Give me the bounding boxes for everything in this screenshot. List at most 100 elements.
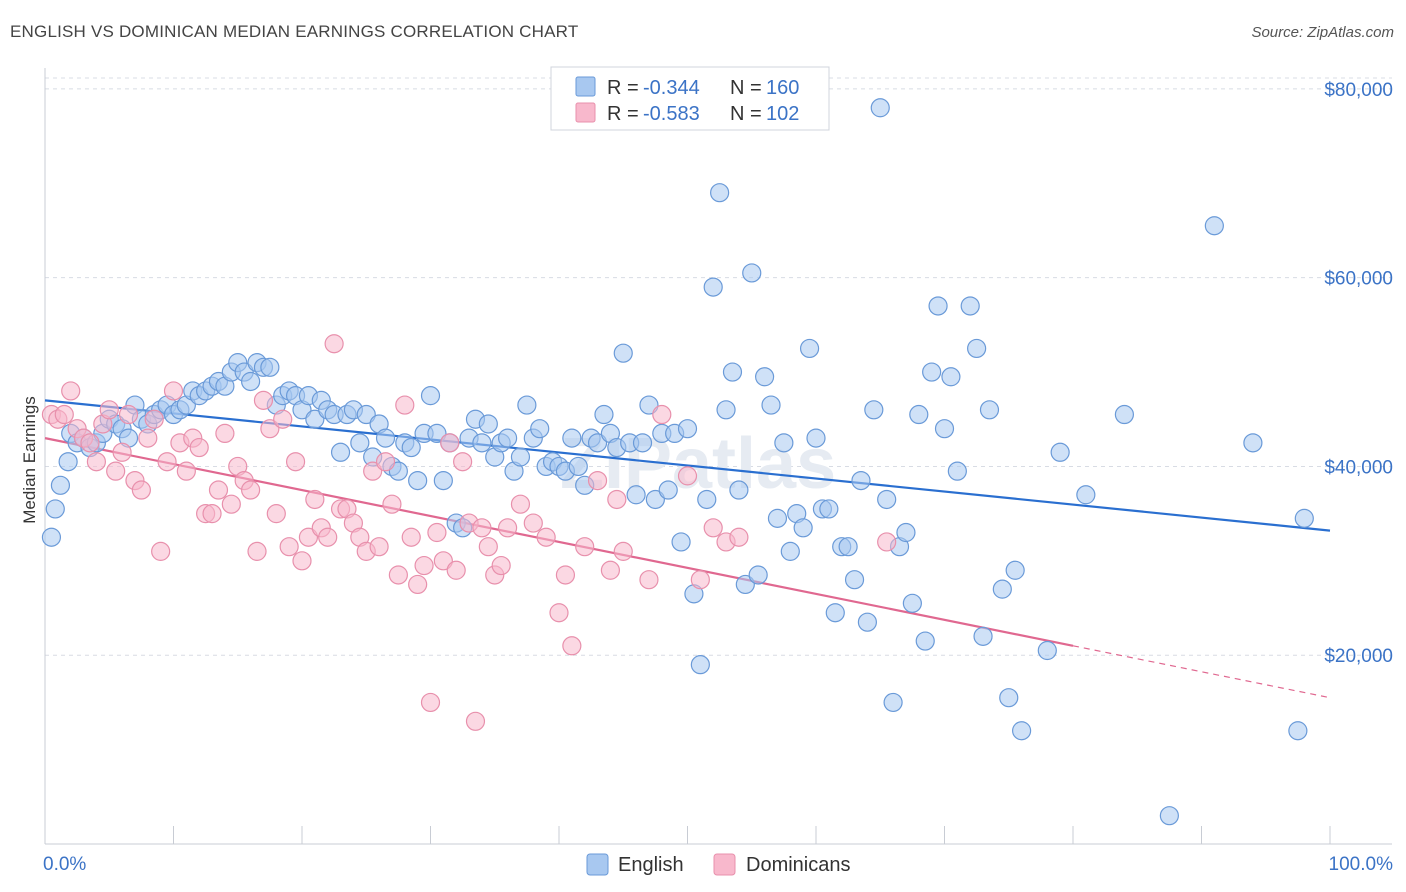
y-tick-label: $40,000 bbox=[1324, 457, 1393, 478]
dominican-point bbox=[639, 570, 659, 590]
dominican-point bbox=[729, 527, 749, 547]
english-point bbox=[960, 296, 980, 316]
legend-swatch-english bbox=[575, 76, 596, 97]
dominican-point bbox=[279, 537, 299, 557]
english-point bbox=[690, 655, 710, 675]
dominican-point bbox=[414, 555, 434, 576]
dominican-point bbox=[189, 437, 209, 458]
legend-n-label-dominicans: N = bbox=[730, 103, 762, 125]
source-credit: Source: ZipAtlas.com bbox=[1251, 24, 1394, 41]
dominican-point bbox=[587, 470, 608, 491]
english-point bbox=[1204, 216, 1224, 236]
english-point bbox=[793, 518, 813, 538]
english-point bbox=[877, 489, 897, 510]
english-point bbox=[722, 362, 743, 382]
english-point bbox=[1011, 721, 1032, 741]
english-point bbox=[934, 419, 955, 439]
english-point bbox=[947, 461, 967, 481]
english-point bbox=[510, 447, 531, 467]
english-point bbox=[1005, 560, 1025, 580]
english-point bbox=[857, 612, 878, 632]
english-point bbox=[1114, 404, 1135, 425]
english-point bbox=[864, 400, 884, 420]
dominican-point bbox=[318, 527, 338, 547]
bottom-legend-label-dominicans: Dominicans bbox=[746, 854, 850, 876]
english-point bbox=[388, 461, 408, 481]
english-point bbox=[1050, 442, 1070, 462]
dominican-point bbox=[202, 504, 222, 524]
data-points bbox=[41, 98, 1314, 826]
dominican-point bbox=[388, 565, 408, 585]
english-point bbox=[613, 343, 633, 363]
english-point bbox=[767, 508, 788, 528]
dominican-point bbox=[292, 551, 312, 571]
english-point bbox=[754, 367, 775, 387]
english-point bbox=[478, 414, 498, 434]
english-point bbox=[748, 565, 768, 585]
dominican-point bbox=[549, 603, 569, 623]
x-tick-label: 0.0% bbox=[43, 854, 86, 875]
legend-r-label-dominicans: R = bbox=[607, 103, 639, 125]
legend-n-label-english: N = bbox=[730, 77, 762, 99]
dominican-point bbox=[690, 570, 710, 590]
dominican-point bbox=[266, 504, 286, 524]
dominican-point bbox=[369, 537, 389, 557]
dominican-point bbox=[562, 636, 582, 656]
english-point bbox=[562, 428, 582, 448]
dominican-point bbox=[453, 452, 473, 472]
dominican-point bbox=[285, 452, 306, 472]
dominican-point bbox=[472, 518, 492, 538]
english-point bbox=[703, 277, 723, 297]
dominican-point bbox=[408, 574, 428, 595]
english-point bbox=[632, 433, 653, 453]
english-point bbox=[806, 428, 826, 448]
dominican-point bbox=[221, 494, 241, 514]
dominican-point bbox=[273, 409, 293, 429]
legend-n-value-dominicans: 102 bbox=[766, 103, 799, 125]
dominican-point bbox=[613, 541, 633, 561]
dominican-point bbox=[677, 466, 698, 486]
dominican-point bbox=[395, 395, 415, 415]
english-point bbox=[967, 338, 987, 359]
dominican-point bbox=[86, 452, 107, 472]
english-point bbox=[838, 537, 858, 557]
dominican-point bbox=[118, 404, 139, 425]
english-point bbox=[305, 409, 325, 429]
english-point bbox=[1243, 433, 1263, 453]
english-point bbox=[626, 485, 646, 505]
english-point bbox=[433, 470, 453, 491]
english-point bbox=[799, 338, 820, 359]
dominican-point bbox=[523, 513, 543, 533]
english-point bbox=[999, 688, 1019, 708]
english-point bbox=[819, 499, 839, 519]
dominican-point bbox=[440, 433, 460, 453]
english-point bbox=[671, 532, 691, 552]
english-point bbox=[472, 433, 492, 453]
dominican-point bbox=[363, 461, 383, 481]
english-point bbox=[639, 395, 659, 415]
dominican-point bbox=[652, 404, 672, 425]
english-point bbox=[41, 527, 62, 547]
english-point bbox=[973, 626, 993, 646]
english-point bbox=[401, 437, 421, 458]
legend-n-value-english: 160 bbox=[766, 77, 799, 99]
dominican-point bbox=[138, 428, 158, 448]
dominican-point bbox=[99, 400, 119, 420]
legend-r-value-english: -0.344 bbox=[643, 77, 700, 99]
english-point bbox=[1159, 806, 1179, 826]
english-point bbox=[851, 470, 871, 491]
english-point bbox=[941, 367, 961, 387]
english-point bbox=[902, 593, 922, 613]
dominican-point bbox=[260, 419, 280, 439]
dominican-point bbox=[607, 489, 627, 510]
dominican-point bbox=[253, 390, 274, 410]
dominican-point bbox=[324, 334, 344, 354]
english-point bbox=[716, 400, 736, 420]
dominican-point bbox=[208, 480, 229, 500]
y-tick-label: $20,000 bbox=[1324, 646, 1393, 667]
english-point bbox=[761, 395, 781, 415]
dominican-point bbox=[163, 381, 184, 401]
english-point bbox=[375, 428, 396, 448]
english-point bbox=[909, 404, 929, 425]
dominican-point bbox=[298, 527, 319, 547]
